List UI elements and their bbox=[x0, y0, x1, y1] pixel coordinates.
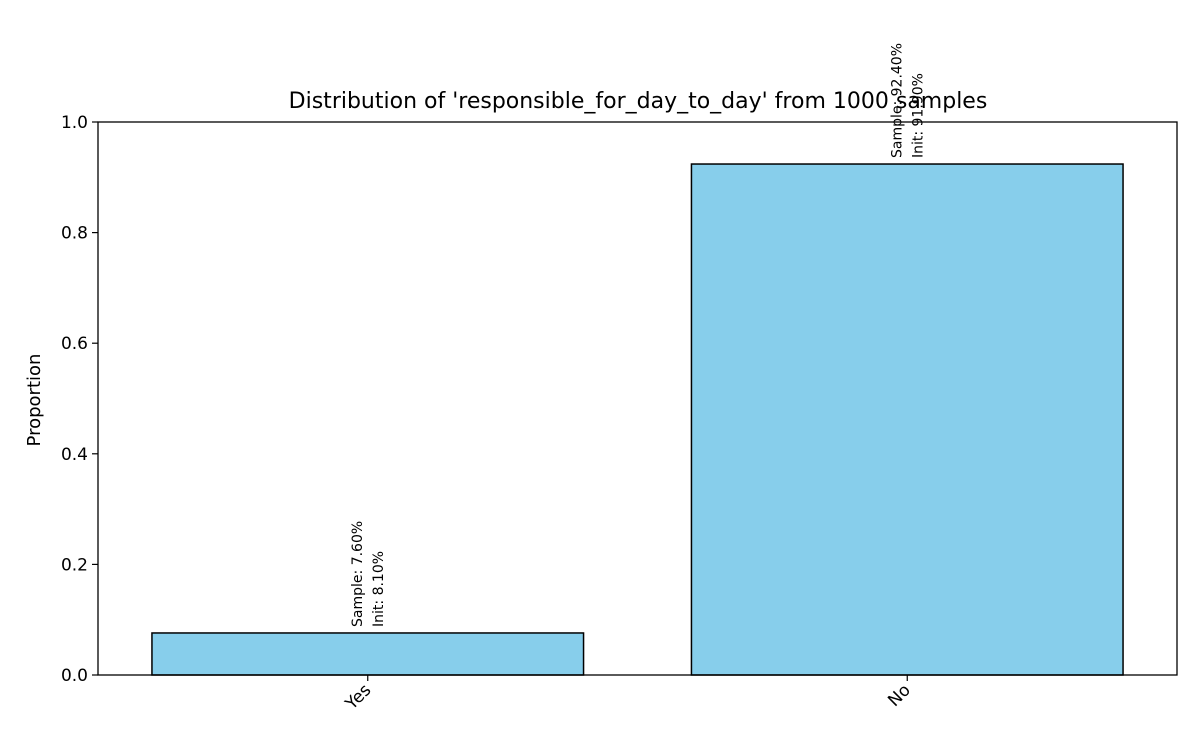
chart-title: Distribution of 'responsible_for_day_to_… bbox=[289, 89, 988, 114]
y-tick-label: 0.8 bbox=[61, 224, 88, 244]
bar-yes bbox=[151, 632, 585, 676]
x-tick-label-yes: Yes bbox=[341, 680, 375, 714]
plot-frame bbox=[97, 121, 1178, 676]
y-tick-label: 0.4 bbox=[61, 445, 88, 465]
x-axis: Yes No bbox=[341, 675, 915, 715]
bar-no bbox=[690, 163, 1124, 676]
y-axis-label: Proportion bbox=[24, 354, 45, 447]
x-tick-label-no: No bbox=[884, 680, 914, 710]
init-label-no: Init: 91.90% bbox=[910, 73, 926, 158]
sample-label-no: Sample: 92.40% bbox=[889, 43, 905, 158]
bars-group bbox=[151, 163, 1124, 676]
y-tick-label: 0.2 bbox=[61, 555, 88, 575]
y-tick-label: 0.0 bbox=[61, 666, 88, 686]
y-tick-label: 1.0 bbox=[61, 113, 88, 133]
y-tick-label: 0.6 bbox=[61, 334, 88, 354]
y-axis: 0.0 0.2 0.4 0.6 0.8 1.0 bbox=[61, 113, 98, 686]
sample-label-yes: Sample: 7.60% bbox=[350, 521, 366, 627]
init-label-yes: Init: 8.10% bbox=[371, 551, 387, 627]
bar-labels-group: Sample: 7.60% Init: 8.10% Sample: 92.40% In… bbox=[350, 43, 927, 627]
